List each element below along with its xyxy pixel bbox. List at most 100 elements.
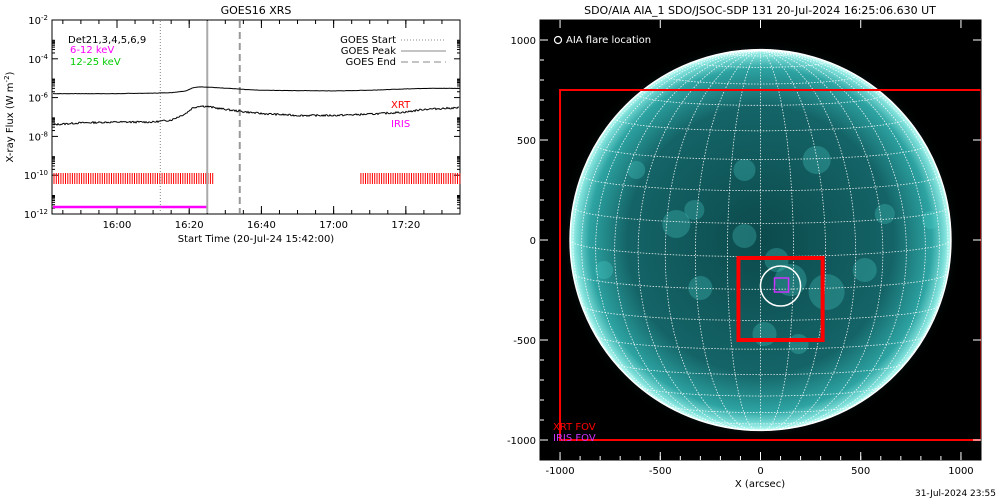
aia-xtick-label: -1000	[546, 466, 575, 477]
footer-timestamp: 31-Jul-2024 23:55	[915, 489, 996, 499]
grid-longitude-line	[581, 49, 761, 426]
aia-title: SDO/AIA AIA_1 SDO/JSOC-SDP 131 20-Jul-20…	[584, 4, 936, 17]
aia-ytick-label: -500	[513, 336, 536, 347]
grid-longitude-line	[572, 49, 761, 411]
goes-ylabel-main: X-ray Flux (W m	[5, 82, 16, 162]
aia-ytick-label: -1000	[507, 436, 536, 447]
active-region	[688, 275, 713, 301]
active-region	[684, 199, 705, 221]
aia-panel: SDO/AIA AIA_1 SDO/JSOC-SDP 131 20-Jul-20…	[507, 4, 982, 490]
active-region	[752, 321, 777, 347]
grid-longitude-line	[760, 49, 949, 411]
goes-xtick-label: 16:20	[175, 220, 204, 231]
xrt-coverage-bars	[53, 173, 461, 184]
goes-ytick-exponent: -2	[41, 14, 48, 22]
goes-ytick-base: 10	[28, 94, 41, 105]
grid-longitude-line	[694, 49, 761, 431]
aia-x-ticks: -1000 -500 0 500 1000	[546, 20, 974, 477]
goes-xlabel: Start Time (20-Jul-24 15:42:00)	[178, 234, 335, 245]
grid-longitude-line	[760, 49, 940, 426]
legend-circle-icon	[553, 35, 563, 45]
aia-ytick-label: 1000	[511, 36, 536, 47]
goes-ytick-exponent: -4	[41, 53, 49, 61]
aia-y-ticks: -1000 -500 0 500 1000	[507, 36, 981, 447]
active-region	[802, 145, 831, 175]
goes-x-ticks: 16:00 16:20 16:40 17:00 17:20	[62, 20, 461, 231]
goes-ytick-base: 10	[24, 210, 37, 221]
active-region	[732, 223, 757, 249]
iris-label: IRIS	[391, 119, 410, 130]
goes-ytick-label: 10-4	[28, 53, 48, 66]
goes-xtick-label: 17:00	[319, 220, 348, 231]
grid-longitude-line	[760, 49, 857, 431]
active-region	[874, 203, 895, 225]
goes-ylabel-close: )	[5, 71, 16, 75]
aia-xtick-label: 1000	[948, 466, 973, 477]
solar-limb	[569, 48, 952, 432]
high-band-curve	[52, 105, 459, 126]
aia-ytick-label: 500	[517, 136, 536, 147]
grid-latitude-line	[615, 362, 906, 376]
aia-legend-label: AIA flare location	[566, 35, 651, 46]
xrt-fov-label: XRT FOV	[553, 422, 596, 433]
goes-ytick-label: 10-6	[28, 92, 48, 105]
active-region	[808, 273, 845, 311]
goes-ytick-label: 10-12	[24, 208, 48, 221]
aia-ytick-label: 0	[530, 236, 536, 247]
goes-xtick-label: 17:20	[391, 220, 420, 231]
active-region	[788, 333, 809, 355]
grid-longitude-line	[760, 49, 795, 431]
grid-longitude-line	[760, 49, 827, 431]
grid-longitude-line	[760, 49, 926, 428]
grid-longitude-line	[664, 49, 761, 431]
grid-latitude-line	[666, 405, 855, 413]
goes-ytick-exponent: -8	[41, 130, 48, 138]
active-region	[627, 160, 646, 180]
aia-xtick-label: -500	[649, 466, 672, 477]
goes-ytick-label: 10-2	[28, 14, 48, 27]
grid-longitude-line	[595, 49, 761, 428]
goes-ytick-base: 10	[28, 55, 41, 66]
grid-latitude-line	[581, 305, 940, 321]
goes-ytick-exponent: -6	[41, 92, 49, 100]
aia-xlabel: X (arcsec)	[735, 479, 785, 490]
goes-ytick-label: 10-10	[24, 169, 48, 182]
flare-location-circle	[759, 265, 802, 307]
goes-xtick-label: 16:40	[247, 220, 276, 231]
active-region	[662, 209, 691, 239]
iris-fov	[773, 277, 790, 293]
goes-ytick-base: 10	[28, 16, 41, 27]
goes-legend: GOES Start GOES Peak GOES End	[340, 35, 446, 68]
active-region	[595, 260, 614, 280]
aia-xtick-label: 500	[851, 466, 870, 477]
xrt-fov-small	[736, 256, 825, 342]
low-band-curve	[53, 86, 460, 95]
goes-ylabel: X-ray Flux (W m-2)	[3, 71, 16, 162]
goes-ytick-exponent: -10	[37, 169, 48, 177]
legend-end-label: GOES End	[346, 57, 396, 68]
goes-ytick-label: 10-8	[28, 130, 48, 143]
grid-latitude-line	[695, 61, 826, 68]
legend-peak-label: GOES Peak	[341, 46, 396, 57]
grid-latitude-line	[727, 52, 794, 57]
goes-ytick-base: 10	[28, 132, 41, 143]
goes-ytick-exponent: -12	[37, 208, 48, 216]
band-low-label: 6-12 keV	[70, 45, 114, 56]
grid-longitude-line	[726, 49, 761, 431]
goes-ylabel-sup: -2	[3, 75, 11, 82]
xrt-fov-large	[559, 89, 981, 441]
goes-title: GOES16 XRS	[221, 4, 292, 17]
goes-panel: GOES16 XRS X-ray Flux (W m-2) Start Time…	[3, 4, 461, 245]
active-region	[921, 210, 940, 230]
goes-ytick-base: 10	[24, 171, 37, 182]
band-high-label: 12-25 keV	[70, 57, 121, 68]
active-region	[774, 263, 807, 297]
aia-xtick-label: 0	[757, 466, 763, 477]
grid-latitude-line	[614, 117, 907, 132]
det-label: Det21,3,4,5,6,9	[68, 35, 146, 46]
goes-xtick-label: 16:00	[103, 220, 132, 231]
iris-fov-label: IRIS FOV	[553, 433, 596, 444]
goes-plot-frame	[51, 19, 461, 215]
xrt-label: XRT	[391, 100, 411, 111]
